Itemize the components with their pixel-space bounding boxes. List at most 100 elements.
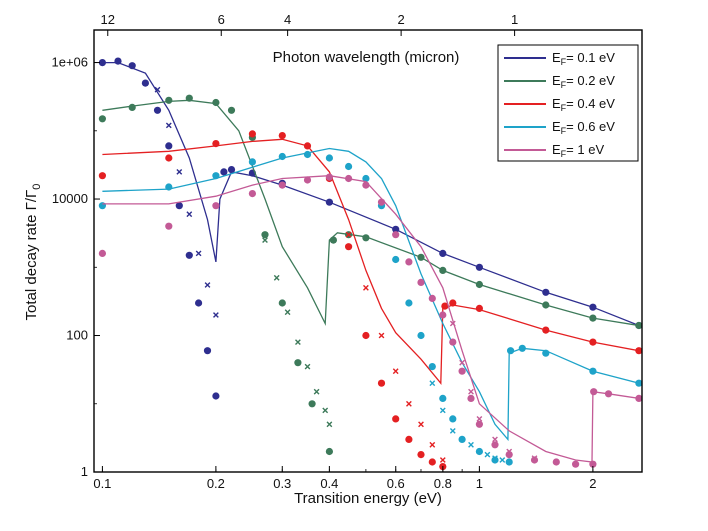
series-4-dot xyxy=(377,198,386,206)
series-4-dot xyxy=(345,174,353,183)
series-0-dot xyxy=(212,392,220,400)
x-tick-label: 2 xyxy=(589,476,596,491)
series-4-dot xyxy=(417,278,425,286)
y-tick-label: 10000 xyxy=(52,191,88,206)
series-2-dot xyxy=(635,347,643,355)
series-1-cross xyxy=(273,274,280,281)
series-1-dot xyxy=(329,236,337,244)
top-tick-label: 2 xyxy=(398,12,405,27)
series-3-dot xyxy=(589,367,597,375)
series-3-cross xyxy=(449,428,456,434)
series-3-dot xyxy=(417,331,425,340)
series-0-dot xyxy=(475,263,483,271)
series-1-dot xyxy=(325,447,333,456)
y-axis-label-sub: 0 xyxy=(31,184,43,190)
series-2-dot xyxy=(542,326,550,334)
series-2-cross xyxy=(439,457,446,463)
series-4-dot xyxy=(212,202,220,210)
top-axis-label: Photon wavelength (micron) xyxy=(273,49,460,66)
series-0-dot xyxy=(175,202,183,210)
top-tick-label: 4 xyxy=(284,12,291,27)
series-2-dot xyxy=(589,338,597,346)
y-tick-label: 1e+06 xyxy=(51,55,88,70)
series-4-dot xyxy=(449,338,457,346)
series-2-dot xyxy=(98,172,106,180)
series-0-dot xyxy=(165,142,173,150)
series-0-dot xyxy=(185,251,193,259)
series-0-dot xyxy=(195,299,203,307)
series-0-dot xyxy=(98,59,106,67)
series-1-cross xyxy=(326,421,333,428)
top-tick-label: 6 xyxy=(218,12,225,27)
series-0-cross xyxy=(213,312,219,318)
series-4-dot xyxy=(303,176,312,184)
series-2-cross xyxy=(363,284,369,291)
series-1-cross xyxy=(295,339,301,345)
series-3-dot xyxy=(491,456,499,464)
series-4-dot xyxy=(491,441,499,449)
series-0-cross xyxy=(176,169,183,175)
series-4-cross xyxy=(531,455,538,461)
series-4-dot xyxy=(590,388,598,396)
series-3-cross xyxy=(506,459,513,465)
series-4-dot xyxy=(248,190,256,198)
series-4-dot xyxy=(98,249,106,257)
series-1-dot xyxy=(98,115,106,123)
series-2 xyxy=(98,130,643,471)
series-3-dot xyxy=(325,154,333,162)
series-2-dot xyxy=(392,415,400,423)
series-3-dot xyxy=(542,349,550,357)
series-2-dot xyxy=(303,142,312,150)
x-tick-label: 0.3 xyxy=(273,476,291,491)
series-3-dot xyxy=(303,150,312,159)
series-4-dot xyxy=(405,258,413,266)
y-axis-label-group: Total decay rate Γ/Γ0 xyxy=(23,184,43,321)
y-tick-label: 100 xyxy=(66,328,88,343)
series-0-dot xyxy=(114,57,122,65)
legend-entry: EF= 0.6 eV xyxy=(552,119,615,136)
x-tick-label: 0.6 xyxy=(387,476,405,491)
series-1-dot xyxy=(362,234,370,242)
series-2-dot xyxy=(377,379,386,387)
series-4-dot xyxy=(165,222,173,230)
series-4-cross xyxy=(476,416,483,422)
series-0-dot xyxy=(227,166,236,174)
series-0-dot xyxy=(203,347,212,355)
series-1-dot xyxy=(128,103,136,111)
series-4-dot xyxy=(458,367,466,375)
series-4-dot xyxy=(362,181,370,189)
series-3-dot xyxy=(345,162,353,171)
top-tick-label: 12 xyxy=(101,12,115,27)
x-tick-label: 0.8 xyxy=(434,476,452,491)
plot-frame xyxy=(93,29,643,473)
series-1-cross xyxy=(284,309,291,316)
series-4-cross xyxy=(468,388,474,395)
series-3-dot xyxy=(392,255,400,264)
x-tick-label: 0.2 xyxy=(207,476,225,491)
series-2-dot xyxy=(417,451,425,459)
series-3-dot xyxy=(428,363,436,371)
series-3-dot xyxy=(362,174,370,183)
series-1-dot xyxy=(165,96,173,104)
series-4 xyxy=(98,173,643,468)
series-4-dot xyxy=(392,231,400,239)
series-4-dot xyxy=(467,394,475,402)
series-1-cross xyxy=(262,237,268,243)
series-4-cross xyxy=(492,436,498,443)
series-3-cross xyxy=(468,441,474,448)
series-4-cross xyxy=(459,359,465,366)
series-1-dot xyxy=(635,321,643,330)
series-2-dot xyxy=(428,458,436,466)
series-3-dot xyxy=(518,344,526,352)
series-3-dot xyxy=(439,394,447,402)
series-1-cross xyxy=(322,407,329,414)
series-0-cross xyxy=(165,122,172,129)
series-1-cross xyxy=(313,388,320,395)
series-1-dot xyxy=(308,400,316,408)
series-2-dot xyxy=(475,304,483,312)
series-3-cross xyxy=(476,448,483,455)
series-4-cross xyxy=(506,448,513,455)
series-4-dot xyxy=(475,420,483,428)
